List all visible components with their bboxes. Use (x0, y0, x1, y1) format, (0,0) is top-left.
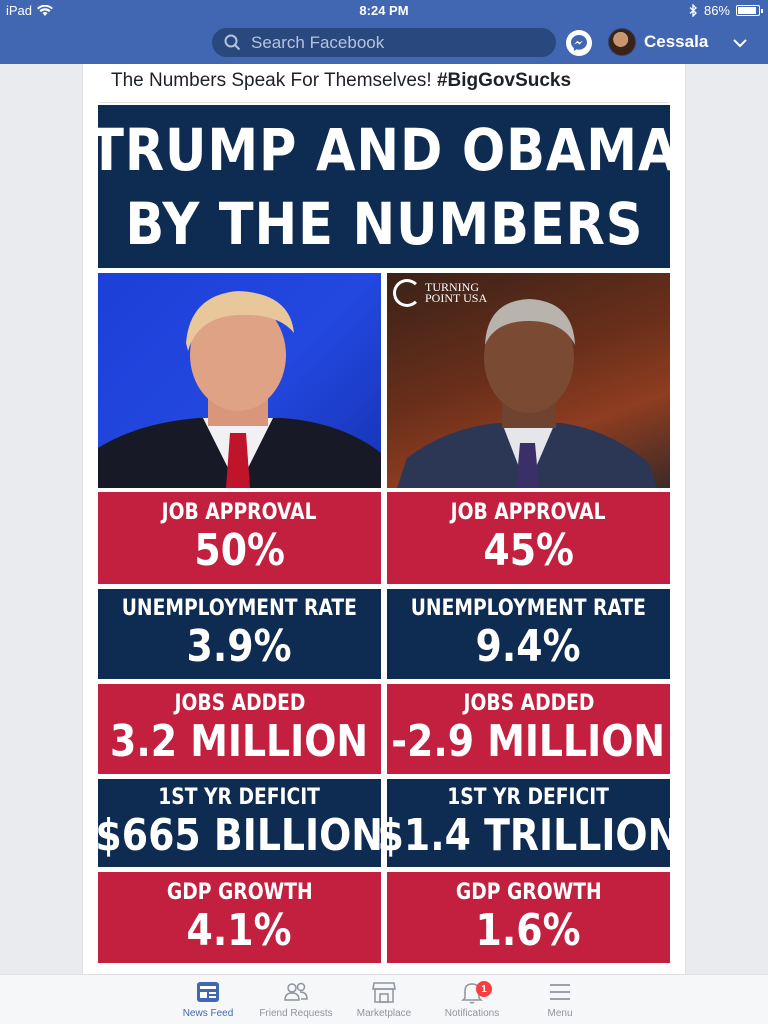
turning-point-arc-icon (393, 279, 421, 307)
stat-value: 9.4% (476, 621, 581, 672)
stat-value: $1.4 TRILLION (377, 810, 680, 861)
stat-value: 3.2 MILLION (110, 716, 369, 767)
trump-photo (98, 273, 381, 488)
obama-first-year-deficit: 1ST YR DEFICIT $1.4 TRILLION (378, 779, 679, 867)
hamburger-icon (550, 984, 570, 1000)
trump-job-approval: JOB APPROVAL 50% (98, 492, 381, 584)
messenger-button[interactable] (566, 30, 592, 56)
stat-value: -2.9 MILLION (391, 716, 666, 767)
nav-menu[interactable]: Menu (515, 979, 605, 1019)
top-bar: iPad 8:24 PM 86% Cessala (0, 0, 768, 64)
title-line-2: BY THE NUMBERS (124, 189, 644, 258)
stat-value: 3.9% (187, 621, 292, 672)
marketplace-icon (372, 982, 396, 1003)
stat-value: 1.6% (476, 904, 581, 956)
stat-label: JOBS ADDED (174, 691, 305, 716)
trump-jobs-added: JOBS ADDED 3.2 MILLION (98, 684, 381, 774)
logo-line-1: TURNING (425, 280, 479, 294)
stat-value: $665 BILLION (95, 810, 384, 861)
stat-label: UNEMPLOYMENT RATE (121, 596, 358, 621)
stat-label: JOB APPROVAL (162, 500, 317, 525)
nav-label: Notifications (444, 1008, 500, 1019)
nav-label: Marketplace (356, 1008, 412, 1019)
bottom-nav: News Feed Friend Requests Marketplace 1 … (0, 974, 768, 1024)
nav-label: Friend Requests (259, 1008, 333, 1019)
logo-line-2: POINT USA (425, 291, 488, 305)
stat-value: 45% (483, 525, 574, 576)
chevron-down-icon (733, 38, 747, 47)
infographic-title: TRUMP AND OBAMA BY THE NUMBERS (89, 105, 678, 268)
clock: 8:24 PM (359, 3, 409, 18)
nav-friend-requests[interactable]: Friend Requests (251, 979, 341, 1019)
title-line-1: TRUMP AND OBAMA (89, 115, 679, 184)
search-input[interactable] (251, 32, 531, 53)
nav-label: News Feed (182, 1008, 234, 1019)
obama-jobs-added: JOBS ADDED -2.9 MILLION (387, 684, 670, 774)
search-bar[interactable] (212, 28, 556, 57)
wifi-icon (37, 4, 54, 16)
user-name: Cessala (644, 32, 709, 51)
stat-label: UNEMPLOYMENT RATE (410, 596, 647, 621)
status-bar: iPad 8:24 PM 86% (0, 0, 768, 22)
obama-gdp-growth: GDP GROWTH 1.6% (387, 872, 670, 963)
news-feed-icon (197, 982, 219, 1002)
post-caption: The Numbers Speak For Themselves! #BigGo… (111, 70, 571, 92)
profile-link[interactable]: Cessala (608, 28, 708, 56)
bluetooth-icon (689, 4, 697, 17)
notification-badge: 1 (476, 981, 492, 997)
account-menu-button[interactable] (730, 33, 750, 53)
obama-unemployment-rate: UNEMPLOYMENT RATE 9.4% (387, 589, 670, 679)
search-icon (224, 34, 241, 51)
friends-icon (284, 982, 308, 1001)
nav-notifications[interactable]: 1 Notifications (427, 979, 517, 1019)
stat-label: JOB APPROVAL (451, 500, 606, 525)
obama-job-approval: JOB APPROVAL 45% (387, 492, 670, 584)
divider (99, 102, 669, 103)
stat-label: 1ST YR DEFICIT (158, 785, 321, 810)
obama-portrait-illustration (397, 299, 657, 488)
post-image[interactable]: TRUMP AND OBAMA BY THE NUMBERS TURNING P… (89, 105, 679, 963)
nav-news-feed[interactable]: News Feed (163, 979, 253, 1019)
caption-text: The Numbers Speak For Themselves! (111, 70, 437, 91)
stat-label: GDP GROWTH (166, 879, 313, 905)
trump-gdp-growth: GDP GROWTH 4.1% (98, 872, 381, 963)
stat-label: 1ST YR DEFICIT (447, 785, 610, 810)
stat-value: 50% (194, 525, 285, 576)
nav-marketplace[interactable]: Marketplace (339, 979, 429, 1019)
device-name: iPad (6, 3, 33, 18)
messenger-icon (571, 35, 587, 51)
battery-icon (736, 5, 763, 16)
turning-point-logo: TURNING POINT USA (393, 279, 487, 307)
avatar (608, 28, 636, 56)
nav-label: Menu (547, 1008, 573, 1019)
trump-portrait-illustration (98, 291, 381, 488)
hashtag-link[interactable]: #BigGovSucks (436, 70, 572, 91)
trump-first-year-deficit: 1ST YR DEFICIT $665 BILLION (95, 779, 384, 867)
stat-label: JOBS ADDED (463, 691, 594, 716)
obama-photo: TURNING POINT USA (387, 273, 670, 488)
stat-label: GDP GROWTH (455, 879, 602, 905)
stat-value: 4.1% (187, 904, 292, 956)
trump-unemployment-rate: UNEMPLOYMENT RATE 3.9% (98, 589, 381, 679)
battery-percent: 86% (703, 3, 730, 18)
